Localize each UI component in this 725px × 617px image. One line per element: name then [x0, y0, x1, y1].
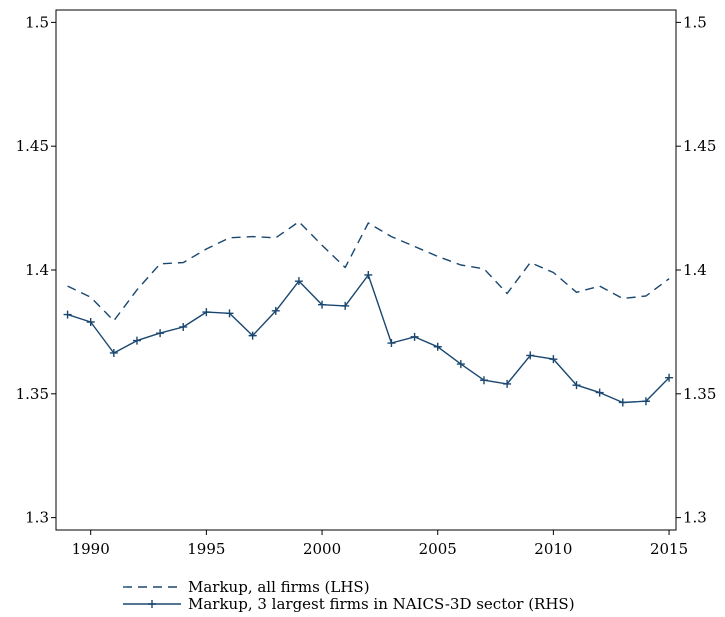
legend-label-1: Markup, all firms (LHS) — [188, 578, 370, 596]
series-point — [86, 318, 95, 326]
series-point — [318, 300, 327, 309]
x-tick-label: 2005 — [419, 540, 457, 558]
series-point — [364, 270, 373, 279]
series-point — [271, 306, 280, 315]
y-right-tick-label: 1.4 — [683, 261, 707, 279]
y-left-tick-label: 1.3 — [25, 509, 49, 527]
series-line-1 — [67, 220, 670, 322]
series-point — [595, 388, 604, 397]
series-line-2 — [67, 274, 670, 404]
series-point — [641, 397, 650, 406]
series-point — [63, 310, 72, 319]
x-tick-label: 2000 — [303, 540, 341, 558]
x-tick-label: 1995 — [187, 540, 225, 558]
x-tick-label: 1990 — [72, 540, 110, 558]
y-left-tick-label: 1.35 — [16, 385, 49, 403]
y-right-tick-label: 1.35 — [683, 385, 716, 403]
series-point — [456, 360, 465, 369]
series-point — [433, 342, 442, 351]
series-point — [109, 348, 118, 357]
series-point — [225, 309, 234, 318]
y-right-tick-label: 1.5 — [683, 13, 707, 31]
series-point — [179, 322, 188, 331]
series-point — [248, 331, 257, 340]
series-point — [618, 398, 627, 407]
series-point — [665, 373, 674, 382]
series-point — [410, 332, 419, 341]
series-point — [526, 351, 535, 360]
series-point — [572, 381, 581, 390]
plot-frame — [55, 9, 677, 531]
y-right-tick-label: 1.3 — [683, 509, 707, 527]
y-right-tick-label: 1.45 — [683, 137, 716, 155]
legend-swatch-marker — [148, 600, 156, 608]
y-left-tick-label: 1.4 — [25, 261, 49, 279]
series-point — [479, 376, 488, 385]
series-point — [294, 277, 303, 286]
legend-label-2: Markup, 3 largest firms in NAICS-3D sect… — [188, 595, 575, 613]
y-left-tick-label: 1.45 — [16, 137, 49, 155]
x-tick-label: 2010 — [534, 540, 572, 558]
series-point — [549, 355, 558, 364]
y-left-tick-label: 1.5 — [25, 13, 49, 31]
series-point — [202, 308, 211, 317]
series-point — [503, 379, 512, 388]
series-point — [341, 301, 350, 310]
series-point — [132, 336, 141, 345]
x-tick-label: 2015 — [650, 540, 688, 558]
series-point — [387, 339, 396, 348]
series-point — [156, 329, 165, 338]
